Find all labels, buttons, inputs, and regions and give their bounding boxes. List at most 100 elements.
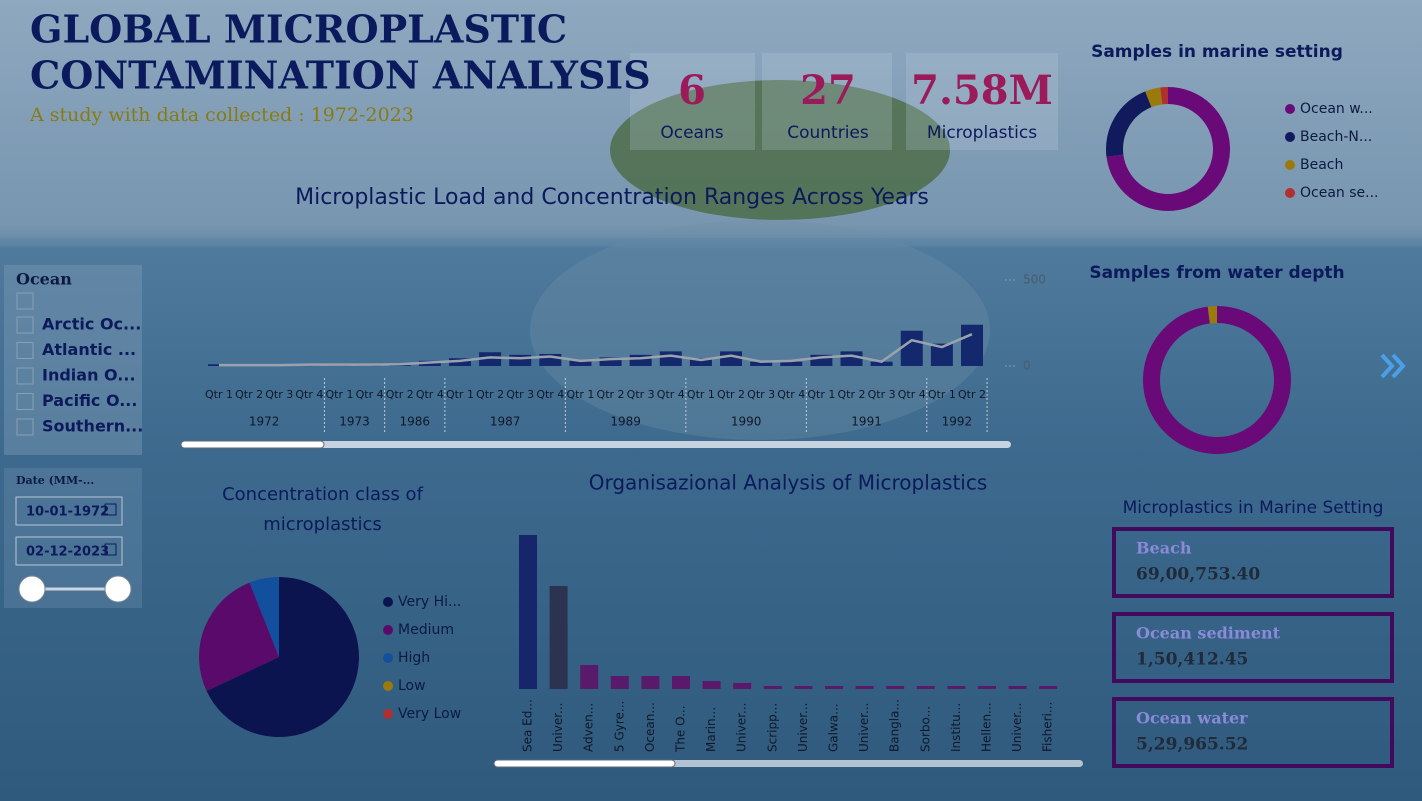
bar — [720, 351, 743, 366]
x-tick-label: Univer... — [796, 703, 810, 752]
checkbox[interactable] — [16, 367, 34, 385]
bar — [509, 354, 532, 366]
bar — [855, 686, 874, 689]
bar — [930, 343, 953, 366]
card-label: Ocean water — [1136, 709, 1248, 728]
x-tick-label: Univer... — [1010, 703, 1024, 752]
x-group-label: 1987 — [490, 415, 521, 429]
checkbox[interactable] — [16, 316, 34, 334]
x-tick-label: Galwa... — [827, 703, 841, 752]
bar — [840, 351, 863, 366]
bar — [886, 686, 905, 689]
x-tick-label: Qtr 2 — [235, 388, 263, 401]
slicer-item: Southern... — [42, 417, 143, 436]
slice — [206, 577, 360, 737]
x-group-label: 1972 — [249, 415, 280, 429]
legend-swatch — [383, 681, 393, 691]
x-tick-label: 5 Gyre... — [612, 701, 626, 752]
legend-swatch — [383, 709, 393, 719]
bar — [870, 361, 893, 366]
chart-title: Organisazional Analysis of Microplastics — [589, 471, 988, 495]
kpi-box — [906, 53, 1058, 150]
x-tick-label: Qtr 4 — [356, 388, 384, 401]
title: CONTAMINATION ANALYSIS — [30, 53, 651, 98]
slice — [1145, 87, 1163, 108]
bar — [672, 676, 690, 689]
bar — [916, 686, 935, 689]
x-tick-label: Qtr 4 — [416, 388, 444, 401]
x-tick-label: Qtr 2 — [838, 388, 866, 401]
slice — [1106, 91, 1152, 157]
kpi-label: Microplastics — [927, 123, 1037, 143]
date-input[interactable] — [15, 496, 123, 526]
x-tick-label: Qtr 4 — [898, 388, 926, 401]
legend-swatch — [1285, 104, 1295, 114]
bar — [780, 361, 803, 366]
x-group-label: 1973 — [339, 415, 370, 429]
legend-swatch — [1285, 188, 1295, 198]
x-tick-label: Qtr 4 — [295, 388, 323, 401]
slice — [1160, 87, 1168, 105]
slice — [1143, 306, 1292, 455]
bar — [388, 365, 411, 366]
range-handle[interactable] — [18, 575, 46, 603]
scroll-thumb[interactable] — [180, 440, 325, 449]
x-tick-label: Qtr 1 — [205, 388, 233, 401]
x-tick-label: Adven... — [582, 703, 596, 752]
card-value: 69,00,753.40 — [1136, 565, 1260, 585]
bar — [610, 676, 629, 689]
x-tick-label: Institu... — [949, 703, 963, 752]
bar — [448, 358, 471, 366]
checkbox[interactable] — [16, 342, 34, 359]
card-value: 1,50,412.45 — [1136, 650, 1248, 670]
kpi-box — [762, 53, 892, 150]
x-tick-label: Qtr 1 — [446, 388, 474, 401]
x-tick-label: Fisheri... — [1041, 702, 1055, 752]
x-tick-label: Univer... — [857, 703, 871, 752]
line — [219, 333, 973, 367]
slice — [1207, 306, 1217, 324]
slice — [199, 582, 279, 692]
bar — [479, 352, 502, 366]
checkbox[interactable] — [16, 418, 34, 436]
card — [1112, 527, 1394, 598]
chart-title: Samples in marine setting — [1091, 42, 1343, 62]
calendar-icon[interactable] — [104, 503, 117, 516]
card-label: Ocean sediment — [1136, 624, 1281, 643]
x-tick-label: Qtr 2 — [476, 388, 504, 401]
x-tick-label: Qtr 3 — [747, 388, 775, 401]
x-tick-label: Qtr 1 — [807, 388, 835, 401]
scrollbar[interactable] — [181, 441, 1011, 448]
date-input[interactable] — [15, 536, 123, 566]
x-tick-label: Qtr 2 — [717, 388, 745, 401]
x-tick-label: Hellen... — [980, 702, 994, 752]
kpi-value: 6 — [678, 67, 706, 114]
range-handle[interactable] — [104, 575, 132, 603]
x-group-label: 1992 — [942, 415, 973, 429]
bar — [1008, 686, 1027, 689]
card — [1112, 697, 1394, 768]
slicer-item: Indian O... — [42, 366, 136, 385]
chart-title: Concentration class of microplastics — [222, 484, 423, 535]
bar — [1039, 686, 1058, 689]
checkbox[interactable] — [16, 393, 34, 410]
next-page-arrow[interactable] — [1380, 353, 1406, 379]
scroll-thumb[interactable] — [493, 759, 676, 768]
island — [610, 80, 950, 220]
card — [1112, 612, 1394, 683]
legend-swatch — [1285, 160, 1295, 170]
x-tick-label: Qtr 1 — [687, 388, 715, 401]
date-start: 10-01-1972 — [26, 505, 109, 520]
calendar-icon[interactable] — [104, 543, 117, 556]
x-tick-label: Qtr 1 — [928, 388, 956, 401]
checkbox[interactable] — [16, 292, 34, 310]
legend-swatch — [383, 625, 393, 635]
bar — [961, 324, 983, 366]
x-group-label: 1991 — [851, 415, 882, 429]
x-group-label: 1986 — [400, 415, 431, 429]
legend-label: Very Hi... — [398, 594, 461, 610]
bar — [750, 361, 773, 366]
legend-swatch — [383, 597, 393, 607]
